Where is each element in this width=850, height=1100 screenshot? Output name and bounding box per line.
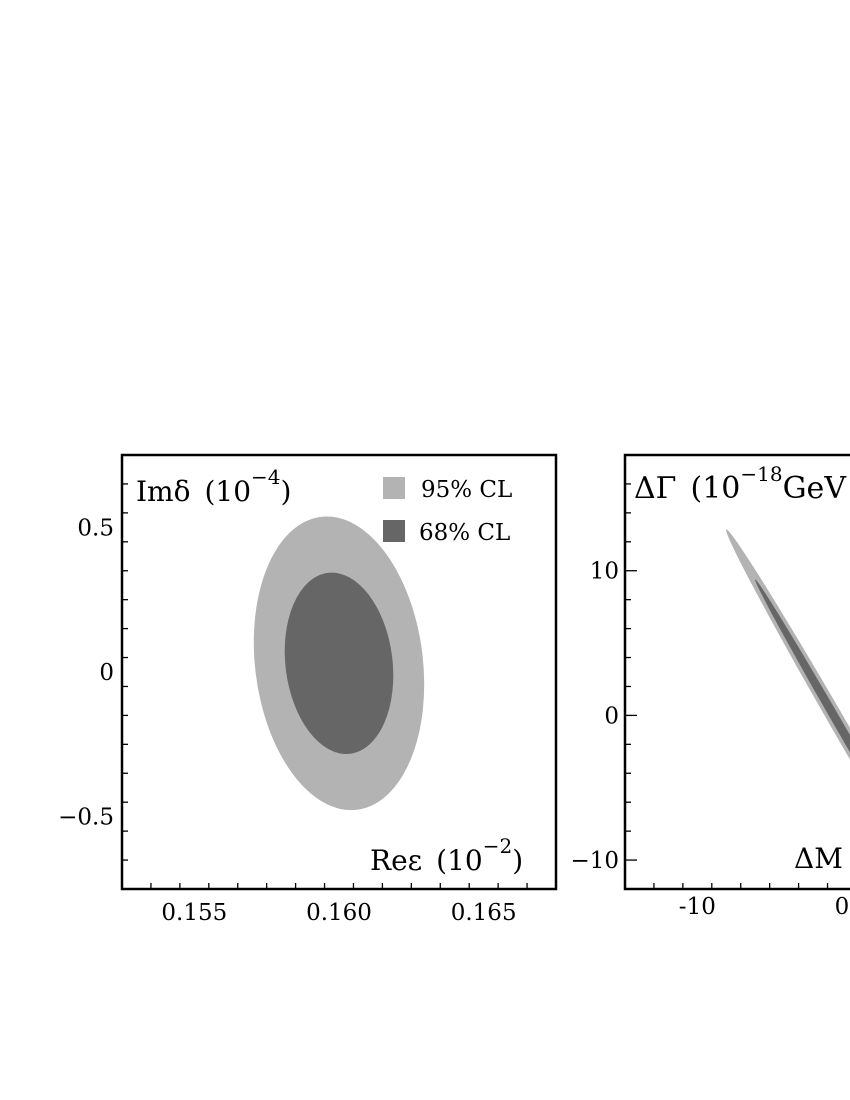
left-y-tick-label-05: 0.5 [77,515,114,541]
right-panel: -10 0 −10 0 10 ΔΓ (10−18GeV ΔM [570,453,850,931]
legend-swatch-95cl [383,477,405,499]
right-y-tick-label-10: 10 [590,559,619,585]
left-panel: 0.155 0.160 0.165 −0.5 0 0.5 Imδ (10−4) R… [58,453,558,926]
left-y-tick-label-minus05: −0.5 [58,805,114,831]
legend-label-68cl: 68% CL [419,520,510,546]
right-plot-frame [623,453,850,891]
left-y-tick-label-0: 0 [99,660,114,686]
right-y-tick-label-0: 0 [604,703,619,729]
left-tick-marks [122,483,528,889]
right-68cl-region [755,579,850,881]
legend-label-95cl: 95% CL [421,477,512,503]
left-x-tick-label-0155: 0.155 [161,900,227,926]
left-68cl-region [284,572,394,755]
right-y-tick-label-minus10: −10 [570,848,619,874]
left-x-tick-label-0160: 0.160 [306,900,372,926]
left-x-tick-label-0165: 0.165 [451,900,517,926]
right-y-axis-label: ΔΓ (10−18GeV [634,462,847,506]
legend: 95% CL 68% CL [383,477,512,546]
left-x-axis-label: Reε (10−2) [370,834,523,877]
left-y-axis-label: Imδ (10−4) [136,465,291,508]
right-x-axis-label: ΔM [794,842,843,875]
legend-swatch-68cl [383,520,405,542]
right-x-tick-label-minus10: -10 [679,894,716,920]
right-x-tick-label-0: 0 [835,894,850,920]
right-tick-marks [625,483,829,889]
left-plot-frame [120,453,558,891]
